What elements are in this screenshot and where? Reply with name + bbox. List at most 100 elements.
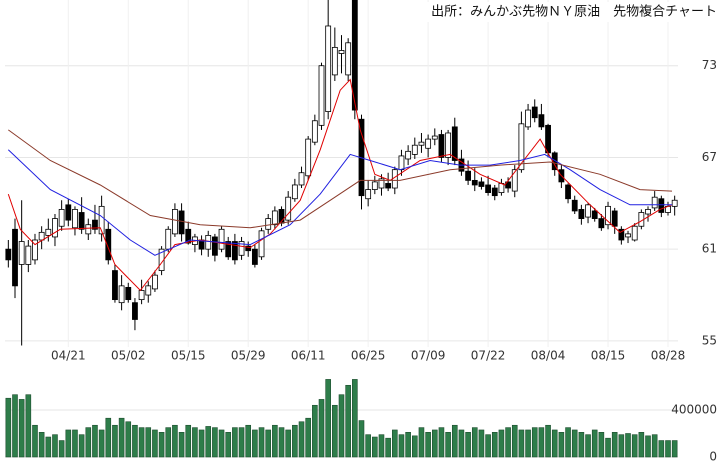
volume-bar bbox=[385, 437, 391, 458]
candle-body bbox=[545, 124, 551, 154]
volume-bar bbox=[152, 429, 158, 458]
candle-body bbox=[625, 233, 631, 238]
volume-bar bbox=[252, 429, 258, 458]
volume-bar bbox=[212, 427, 218, 458]
volume-bar bbox=[98, 429, 105, 458]
candle-body bbox=[12, 228, 18, 287]
chart-title: 出所：みんかぶ先物ＮＹ原油 先物複合チャート bbox=[431, 4, 717, 20]
candle-body bbox=[265, 218, 272, 230]
candle-body bbox=[351, 0, 358, 111]
volume-bar bbox=[178, 432, 185, 458]
volume-bar bbox=[651, 434, 658, 458]
x-tick-label: 06/11 bbox=[291, 349, 326, 363]
candle-body bbox=[518, 123, 525, 171]
candle-body bbox=[305, 138, 312, 177]
volume-bar bbox=[112, 424, 118, 458]
candle-body bbox=[611, 210, 618, 227]
candle-body bbox=[211, 236, 218, 256]
candle-body bbox=[578, 209, 585, 219]
candle-body bbox=[585, 204, 591, 218]
volume-bar bbox=[485, 434, 491, 458]
volume-bar bbox=[338, 394, 345, 458]
volume-bar bbox=[471, 427, 478, 458]
volume-bar bbox=[258, 427, 265, 458]
candle-body bbox=[438, 134, 445, 158]
volume-bar bbox=[105, 417, 112, 458]
volume-bar bbox=[585, 434, 591, 458]
volume-bar bbox=[665, 440, 671, 458]
volume-bar bbox=[658, 440, 665, 458]
candle-body bbox=[345, 42, 352, 76]
volume-bar bbox=[298, 421, 305, 458]
candle-body bbox=[285, 196, 292, 221]
volume-bar bbox=[451, 424, 458, 458]
volume-bar bbox=[225, 432, 232, 458]
volume-bar bbox=[445, 432, 451, 458]
volume-bar bbox=[265, 429, 272, 458]
volume-bar bbox=[238, 427, 245, 458]
candle-body bbox=[325, 25, 332, 112]
volume-bar bbox=[205, 426, 212, 458]
volume-bar bbox=[132, 424, 138, 458]
volume-bar bbox=[198, 429, 205, 458]
candle-body bbox=[245, 245, 252, 252]
candle-body bbox=[658, 198, 665, 213]
volume-bar bbox=[631, 434, 638, 458]
volume-bar bbox=[345, 384, 351, 458]
candle-body bbox=[112, 270, 118, 301]
volume-bar bbox=[172, 424, 178, 458]
candle-body bbox=[565, 184, 571, 200]
volume-bar bbox=[165, 427, 172, 458]
candle-body bbox=[405, 150, 412, 160]
volume-bar bbox=[72, 429, 78, 458]
x-tick-label: 08/04 bbox=[531, 349, 566, 363]
volume-bar bbox=[218, 429, 225, 458]
volume-bar bbox=[418, 427, 425, 458]
volume-bar bbox=[478, 429, 485, 458]
candle-body bbox=[485, 184, 491, 194]
volume-bar bbox=[405, 432, 411, 458]
y-tick-label: 73 bbox=[702, 58, 717, 72]
candle-body bbox=[92, 219, 98, 230]
candle-body bbox=[178, 210, 185, 235]
volume-bar bbox=[565, 427, 571, 458]
volume-bar bbox=[398, 434, 405, 458]
candle-body bbox=[425, 138, 432, 149]
candle-body bbox=[531, 106, 538, 119]
candle-body bbox=[72, 209, 78, 229]
candle-body bbox=[645, 209, 651, 215]
y-tick-label: 55 bbox=[702, 333, 717, 347]
candle-body bbox=[525, 109, 531, 128]
volume-bar bbox=[85, 427, 92, 458]
candle-body bbox=[32, 239, 38, 261]
candle-body bbox=[471, 179, 478, 186]
volume-bar bbox=[65, 429, 72, 458]
candle-body bbox=[505, 181, 511, 189]
volume-bar bbox=[325, 379, 331, 458]
moving-average-line bbox=[8, 129, 673, 229]
volume-bar bbox=[5, 397, 12, 458]
candle-body bbox=[258, 230, 265, 258]
volume-bar bbox=[518, 429, 525, 458]
candle-body bbox=[145, 285, 152, 296]
candle-body bbox=[331, 46, 338, 76]
candle-body bbox=[618, 228, 625, 241]
volume-bar bbox=[578, 432, 585, 458]
volume-bar bbox=[618, 434, 625, 458]
candle-body bbox=[451, 126, 458, 161]
x-tick-label: 05/15 bbox=[171, 349, 206, 363]
x-tick-label: 04/21 bbox=[51, 349, 86, 363]
volume-bar bbox=[465, 432, 471, 458]
candle-body bbox=[311, 120, 318, 143]
candle-body bbox=[598, 218, 605, 229]
candle-body bbox=[478, 181, 485, 187]
x-tick-label: 07/22 bbox=[471, 349, 506, 363]
candle-body bbox=[78, 212, 85, 230]
volume-bar bbox=[58, 440, 65, 458]
volume-bar bbox=[332, 404, 338, 458]
candle-body bbox=[45, 228, 52, 236]
candle-body bbox=[651, 196, 658, 209]
volume-bar bbox=[292, 424, 298, 458]
candle-body bbox=[671, 199, 678, 207]
